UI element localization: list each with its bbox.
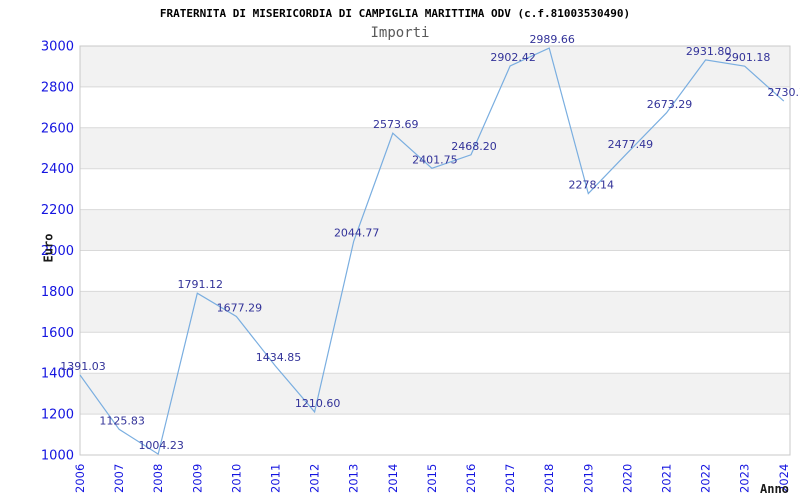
y-tick-label: 1000 — [41, 449, 74, 464]
chart-subtitle: Importi — [370, 25, 430, 41]
x-tick-label: 2019 — [581, 464, 595, 493]
plot-band — [80, 373, 790, 415]
x-tick-label: 2022 — [699, 464, 713, 493]
y-tick-label: 3000 — [41, 40, 74, 55]
plot-band — [80, 127, 790, 169]
data-point-label: 1791.12 — [178, 278, 224, 291]
x-tick-label: 2023 — [738, 464, 752, 493]
y-tick-label: 2000 — [41, 244, 74, 259]
x-tick-label: 2021 — [660, 464, 674, 493]
data-point-label: 2044.77 — [334, 226, 380, 239]
x-tick-label: 2007 — [112, 464, 126, 493]
chart-title: FRATERNITA DI MISERICORDIA DI CAMPIGLIA … — [159, 7, 631, 20]
x-tick-label: 2017 — [503, 464, 517, 493]
y-tick-label: 1200 — [41, 408, 74, 423]
y-tick-label: 1800 — [41, 285, 74, 300]
data-point-label: 1210.60 — [295, 397, 341, 410]
x-tick-label: 2008 — [151, 464, 165, 493]
data-point-label: 2401.75 — [412, 153, 458, 166]
data-point-label: 1125.83 — [99, 414, 145, 427]
data-point-label: 2468.20 — [451, 140, 497, 153]
data-point-label: 2730.7 — [768, 86, 800, 99]
y-tick-label: 2800 — [41, 80, 74, 95]
x-axis-label: Anno — [760, 482, 789, 496]
x-tick-label: 2012 — [308, 464, 322, 493]
data-line — [79, 47, 785, 456]
x-tick-label: 2024 — [777, 464, 791, 493]
data-point-label: 2278.14 — [569, 179, 615, 192]
x-tick-label: 2018 — [542, 464, 556, 493]
y-tick-label: 2400 — [41, 162, 74, 177]
data-point-label: 2573.69 — [373, 118, 419, 131]
x-tick-label: 2015 — [425, 464, 439, 493]
x-tick-label: 2013 — [347, 464, 361, 493]
data-point-label: 2477.49 — [608, 138, 654, 151]
y-tick-label: 1600 — [41, 326, 74, 341]
plot-band — [80, 46, 790, 87]
y-axis-label: Euro — [41, 233, 56, 263]
data-point-label: 1391.03 — [60, 360, 106, 373]
x-tick-label: 2016 — [464, 464, 478, 493]
data-point-label: 1434.85 — [256, 351, 302, 364]
x-tick-label: 2006 — [73, 464, 87, 493]
x-tick-label: 2010 — [229, 464, 243, 493]
data-point-label: 2673.29 — [647, 98, 693, 111]
data-point-label: 2931.80 — [686, 45, 732, 58]
plot-border — [79, 45, 791, 456]
data-point-label: 2989.66 — [529, 33, 575, 46]
y-tick-label: 2600 — [41, 121, 74, 136]
x-tick-label: 2020 — [620, 464, 634, 493]
y-tick-label: 1400 — [41, 367, 74, 382]
plot-band — [80, 291, 790, 333]
x-tick-label: 2014 — [386, 464, 400, 493]
data-point-label: 1677.29 — [217, 301, 263, 314]
plot-band — [80, 209, 790, 251]
data-point-label: 2901.18 — [725, 51, 771, 64]
data-point-label: 2902.42 — [490, 51, 536, 64]
data-point-label: 1004.23 — [138, 439, 184, 452]
x-tick-label: 2011 — [269, 464, 283, 493]
x-tick-label: 2009 — [190, 464, 204, 493]
y-tick-label: 2200 — [41, 203, 74, 218]
